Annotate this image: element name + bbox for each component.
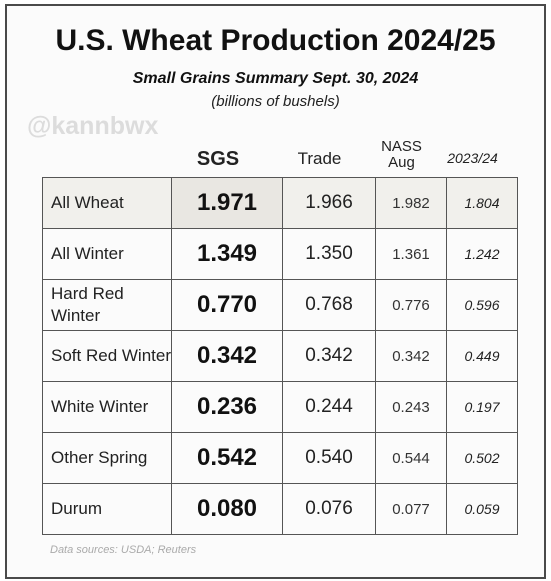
row-label: Soft Red Winter bbox=[42, 330, 172, 382]
column-header-sgs: SGS bbox=[196, 148, 240, 170]
table-row: All Wheat 1.971 1.966 1.982 1.804 bbox=[42, 177, 518, 229]
row-label: All Wheat bbox=[42, 177, 172, 229]
cell-sgs: 1.349 bbox=[171, 228, 283, 280]
cell-sgs: 1.971 bbox=[171, 177, 283, 229]
cell-nass-aug: 0.342 bbox=[375, 330, 447, 382]
row-label: Other Spring bbox=[42, 432, 172, 484]
column-header-trade: Trade bbox=[297, 149, 342, 168]
column-header-nass-aug: NASS Aug bbox=[381, 138, 422, 171]
table-row: Other Spring 0.542 0.540 0.544 0.502 bbox=[42, 432, 518, 484]
table-row: Hard Red Winter 0.770 0.768 0.776 0.596 bbox=[42, 279, 518, 331]
cell-trade: 1.966 bbox=[282, 177, 376, 229]
cell-sgs: 0.770 bbox=[171, 279, 283, 331]
chart-subtitle: Small Grains Summary Sept. 30, 2024 bbox=[132, 70, 419, 87]
cell-2023-24: 0.449 bbox=[446, 330, 518, 382]
cell-2023-24: 0.197 bbox=[446, 381, 518, 433]
watermark: @kannbwx bbox=[27, 112, 159, 140]
row-label: All Winter bbox=[42, 228, 172, 280]
chart-title: U.S. Wheat Production 2024/25 bbox=[55, 24, 496, 57]
cell-nass-aug: 0.243 bbox=[375, 381, 447, 433]
cell-nass-aug: 0.077 bbox=[375, 483, 447, 535]
cell-sgs: 0.542 bbox=[171, 432, 283, 484]
cell-2023-24: 0.596 bbox=[446, 279, 518, 331]
cell-sgs: 0.342 bbox=[171, 330, 283, 382]
cell-sgs: 0.080 bbox=[171, 483, 283, 535]
cell-nass-aug: 1.361 bbox=[375, 228, 447, 280]
table-row: White Winter 0.236 0.244 0.243 0.197 bbox=[42, 381, 518, 433]
data-source-note: Data sources: USDA; Reuters bbox=[50, 544, 197, 556]
cell-trade: 0.244 bbox=[282, 381, 376, 433]
row-label: White Winter bbox=[42, 381, 172, 433]
cell-trade: 0.768 bbox=[282, 279, 376, 331]
cell-sgs: 0.236 bbox=[171, 381, 283, 433]
cell-2023-24: 0.059 bbox=[446, 483, 518, 535]
table-row: All Winter 1.349 1.350 1.361 1.242 bbox=[42, 228, 518, 280]
cell-2023-24: 1.242 bbox=[446, 228, 518, 280]
wheat-production-table: All Wheat 1.971 1.966 1.982 1.804 All Winter 1… bbox=[42, 177, 518, 535]
cell-2023-24: 0.502 bbox=[446, 432, 518, 484]
cell-trade: 0.540 bbox=[282, 432, 376, 484]
cell-nass-aug: 0.776 bbox=[375, 279, 447, 331]
units-note: (billions of bushels) bbox=[211, 93, 340, 110]
cell-2023-24: 1.804 bbox=[446, 177, 518, 229]
cell-nass-aug: 1.982 bbox=[375, 177, 447, 229]
cell-trade: 0.076 bbox=[282, 483, 376, 535]
row-label: Durum bbox=[42, 483, 172, 535]
table-row: Durum 0.080 0.076 0.077 0.059 bbox=[42, 483, 518, 535]
table-row: Soft Red Winter 0.342 0.342 0.342 0.449 bbox=[42, 330, 518, 382]
row-label: Hard Red Winter bbox=[42, 279, 172, 331]
cell-trade: 0.342 bbox=[282, 330, 376, 382]
cell-trade: 1.350 bbox=[282, 228, 376, 280]
cell-nass-aug: 0.544 bbox=[375, 432, 447, 484]
column-header-2023-24: 2023/24 bbox=[447, 150, 498, 166]
